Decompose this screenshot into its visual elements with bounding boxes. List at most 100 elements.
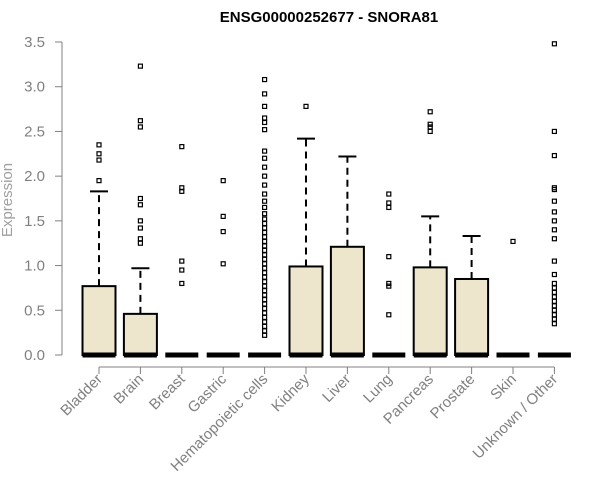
outlier-point [551, 271, 558, 278]
outlier-point [179, 185, 185, 191]
box-unknown-other [537, 41, 571, 358]
y-axis: 0.0 0.5 1.0 1.5 2.0 2.5 3.0 3.5 [24, 34, 63, 364]
outlier-point [386, 204, 392, 211]
outlier-point [262, 220, 268, 227]
outlier-point [137, 195, 143, 202]
outlier-point [551, 218, 558, 224]
outlier-point [262, 119, 268, 126]
outlier-point [427, 124, 433, 130]
box-hematopoietic-cells [248, 76, 282, 358]
outlier-point [262, 76, 268, 83]
outlier-point [551, 236, 558, 242]
outlier-point [262, 155, 268, 161]
outlier-point [262, 115, 268, 121]
outlier-point [262, 164, 268, 170]
outlier-point [262, 301, 268, 307]
x-tick-label: Breast [146, 370, 189, 413]
outlier-point [551, 303, 558, 309]
outlier-point [551, 185, 558, 191]
outlier-point [262, 173, 268, 179]
x-tick-label: Brain [110, 371, 147, 408]
outlier-point [220, 261, 226, 267]
outlier-point [551, 289, 558, 295]
outlier-point [551, 285, 558, 291]
box-skin [496, 238, 530, 358]
outlier-point [262, 314, 268, 321]
x-tick-label: Bladder [57, 371, 106, 420]
box-body [412, 266, 448, 356]
outlier-point [262, 279, 268, 285]
outlier-point [137, 63, 143, 69]
outlier-point [179, 258, 185, 264]
outlier-point [551, 227, 558, 233]
outlier-point [137, 124, 143, 130]
outlier-point [96, 178, 102, 184]
box-body [288, 265, 324, 357]
outlier-point [137, 240, 143, 246]
outlier-point [262, 261, 268, 267]
y-tick-label: 3.0 [24, 79, 45, 96]
outlier-point [262, 332, 268, 338]
outlier-point [510, 238, 516, 245]
outlier-point [551, 298, 558, 304]
outlier-point [262, 270, 268, 276]
outlier-point [262, 243, 268, 249]
outlier-point [262, 283, 268, 289]
outlier-point [96, 142, 102, 148]
outlier-point [551, 280, 558, 287]
outlier-point [262, 274, 268, 280]
box-bladder [81, 142, 117, 358]
outlier-point [386, 191, 392, 197]
outlier-point [262, 91, 268, 97]
outlier-point [220, 213, 226, 219]
box-liver [329, 155, 365, 358]
box-series [81, 41, 571, 358]
outlier-point [427, 121, 433, 127]
box-brain [122, 63, 158, 358]
box-pancreas [412, 109, 448, 358]
outlier-point [96, 157, 102, 163]
outlier-point [262, 238, 268, 245]
y-tick-label: 1.0 [24, 258, 45, 275]
y-axis-label: Expression [0, 163, 16, 237]
outlier-point [262, 328, 268, 334]
box-breast [165, 144, 199, 358]
outlier-point [262, 265, 268, 271]
x-tick-label: Liver [319, 371, 354, 406]
outlier-point [262, 127, 268, 133]
x-tick-label: Lung [360, 371, 396, 407]
outlier-point [551, 258, 558, 264]
outlier-point [262, 182, 268, 188]
box-body [81, 285, 117, 357]
outlier-point [262, 288, 268, 294]
y-tick-label: 1.5 [24, 213, 45, 230]
outlier-point [551, 41, 558, 47]
outlier-point [220, 178, 226, 184]
outlier-point [262, 292, 268, 298]
x-tick-label: Prostate [427, 371, 479, 423]
outlier-point [262, 256, 268, 262]
outlier-point [262, 310, 268, 316]
y-tick-label: 0.5 [24, 302, 45, 319]
outlier-point [96, 151, 102, 157]
outlier-point [551, 321, 558, 327]
outlier-point [262, 211, 268, 217]
x-tick-label: Skin [487, 371, 520, 404]
outlier-point [262, 305, 268, 312]
outlier-point [386, 283, 392, 289]
outlier-point [551, 307, 558, 313]
outlier-point [386, 254, 392, 260]
y-tick-label: 2.5 [24, 123, 45, 140]
chart-title: ENSG00000252677 - SNORA81 [220, 9, 438, 26]
outlier-point [262, 319, 268, 325]
outlier-point [386, 280, 392, 287]
outlier-point [262, 234, 268, 240]
outlier-point [262, 103, 268, 109]
outlier-point [262, 216, 268, 222]
box-prostate [454, 235, 490, 358]
y-tick-label: 3.5 [24, 34, 45, 51]
outlier-point [262, 191, 268, 197]
outlier-point [551, 209, 558, 215]
